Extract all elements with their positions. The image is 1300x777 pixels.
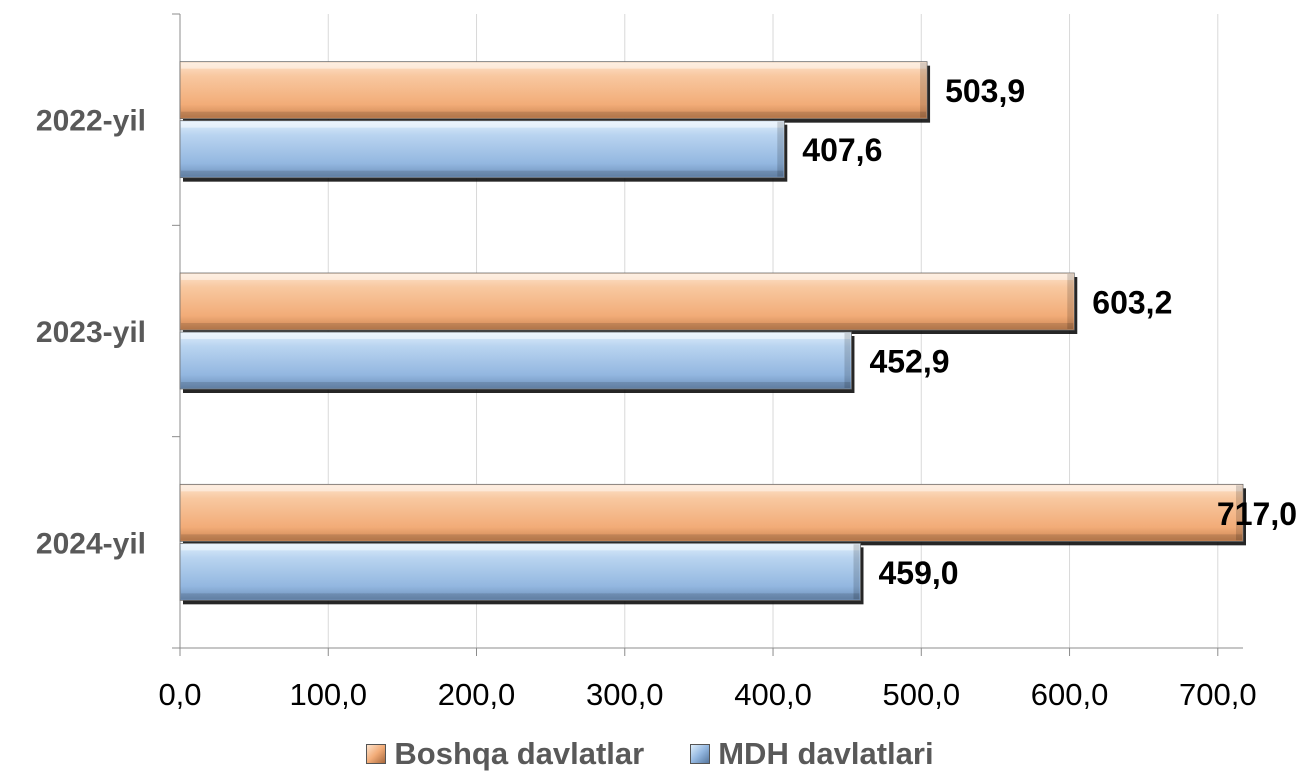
- bar-boshqa: [179, 272, 1075, 331]
- bar-bevel-shade: [181, 111, 927, 118]
- bar-bevel-highlight: [181, 274, 1074, 280]
- x-tick-label: 700,0: [1179, 677, 1257, 712]
- bar-bevel-shade: [181, 382, 851, 388]
- data-label: 459,0: [878, 555, 958, 591]
- bar-end-bevel: [844, 333, 851, 388]
- bar-end-bevel: [1067, 274, 1074, 329]
- bar-boshqa: [179, 61, 928, 120]
- legend-swatch-series-1: [366, 743, 387, 764]
- bar-bevel-shade: [181, 534, 1242, 541]
- x-tick-label: 500,0: [882, 677, 960, 712]
- bar-boshqa: [179, 483, 1244, 542]
- category-label: 2023-yil: [36, 316, 146, 349]
- x-tick-label: 200,0: [438, 677, 516, 712]
- data-label: 603,2: [1092, 285, 1172, 321]
- data-label: 503,9: [945, 73, 1025, 109]
- x-tick-label: 0,0: [158, 677, 201, 712]
- legend-label-series-2: MDH davlatlari: [718, 735, 934, 771]
- bar-bevel-highlight: [181, 485, 1242, 492]
- legend-label-series-1: Boshqa davlatlar: [394, 735, 645, 771]
- x-tick-label: 100,0: [289, 677, 367, 712]
- category-label: 2024-yil: [36, 527, 146, 560]
- bar-mdh: [179, 120, 785, 179]
- bar-bevel-highlight: [181, 333, 851, 339]
- bars: [179, 61, 1246, 605]
- legend-item-series-2: MDH davlatlari: [690, 735, 934, 772]
- category-label: 2022-yil: [36, 105, 146, 138]
- bar-bevel-shade: [181, 593, 860, 600]
- x-tick-label: 400,0: [734, 677, 812, 712]
- bar-end-bevel: [1236, 485, 1242, 541]
- data-label: 452,9: [869, 344, 949, 380]
- x-tick-label: 600,0: [1031, 677, 1109, 712]
- bar-mdh: [179, 331, 852, 390]
- data-label: 407,6: [802, 132, 882, 168]
- bar-bevel-highlight: [181, 121, 784, 128]
- axes: [172, 13, 1243, 656]
- data-label: 717,0: [1217, 496, 1297, 532]
- x-tick-label: 300,0: [586, 677, 664, 712]
- bar-end-bevel: [920, 62, 927, 118]
- bar-chart: 0,0 100,0 200,0 300,0 400,0 500,0 600,0 700,0 20…: [36, 13, 1297, 712]
- legend: Boshqa davlatlar MDH davlatlari: [0, 730, 1300, 777]
- bar-bevel-highlight: [181, 544, 860, 551]
- bar-end-bevel: [777, 121, 784, 177]
- bar-bevel-shade: [181, 323, 1074, 329]
- legend-item-series-1: Boshqa davlatlar: [366, 736, 644, 772]
- bar-end-bevel: [853, 544, 860, 600]
- bar-mdh: [179, 542, 861, 601]
- labels: 0,0 100,0 200,0 300,0 400,0 500,0 600,0 700,0 20…: [36, 73, 1297, 712]
- bar-bevel-shade: [181, 170, 784, 177]
- legend-swatch-series-2: [690, 743, 711, 764]
- bar-bevel-highlight: [181, 62, 927, 69]
